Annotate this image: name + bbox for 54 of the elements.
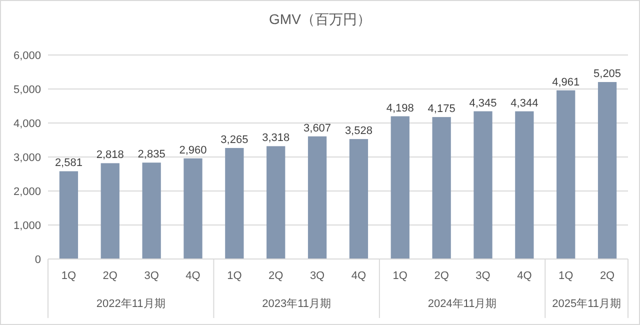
data-label: 4,345 — [469, 97, 497, 110]
text: 2023年11月期 — [262, 298, 332, 310]
text: 2024年11月期 — [428, 298, 497, 310]
data-label: 4,175 — [428, 103, 456, 116]
bar — [432, 117, 451, 259]
x-tick-label: 1Q — [61, 270, 76, 282]
data-label: 2,818 — [96, 149, 124, 162]
bar — [474, 111, 492, 259]
x-tick-label: 2Q — [102, 270, 118, 282]
data-label: 3,318 — [262, 132, 290, 144]
bar — [59, 171, 78, 259]
x-tick-label: 2Q — [434, 270, 450, 282]
x-tick-label: 4Q — [517, 270, 532, 282]
x-tick-label: 2Q — [268, 270, 284, 282]
y-tick-label: 2,000 — [13, 186, 41, 198]
data-label: 3,607 — [304, 122, 332, 134]
bar — [308, 136, 327, 259]
x-tick-label: 3Q — [476, 270, 491, 282]
bar — [390, 116, 410, 259]
data-label: 4,961 — [552, 76, 580, 88]
y-tick-label: 3,000 — [13, 152, 41, 164]
x-tick-label: 2Q — [600, 270, 616, 282]
data-label: 5,205 — [594, 68, 622, 80]
bar — [598, 82, 617, 259]
bar — [349, 139, 368, 259]
x-tick-label: 1Q — [227, 270, 242, 282]
bar — [100, 163, 120, 259]
y-tick-label: 0 — [34, 254, 41, 266]
text: 2022年11月期 — [96, 298, 166, 310]
bar — [266, 146, 286, 259]
bar — [225, 148, 244, 259]
data-label: 2,835 — [138, 148, 166, 161]
y-tick-label: 5,000 — [13, 84, 41, 96]
bar — [515, 111, 534, 259]
chart-title: GMV（百万円） — [269, 11, 371, 27]
x-tick-label: 1Q — [392, 270, 408, 282]
data-label: 2,960 — [179, 144, 207, 156]
bar — [184, 158, 202, 259]
data-label: 2,581 — [54, 157, 82, 170]
y-tick-label: 4,000 — [13, 118, 41, 130]
x-tick-label: 3Q — [144, 270, 160, 282]
text: 2025年11月期 — [552, 298, 622, 310]
data-label: 4,344 — [510, 97, 538, 110]
x-tick-label: 1Q — [558, 270, 574, 282]
bar — [142, 162, 161, 259]
bar — [556, 90, 576, 259]
x-tick-label: 4Q — [351, 270, 366, 282]
x-tick-label: 3Q — [310, 270, 326, 282]
data-label: 3,265 — [220, 134, 248, 146]
data-label: 4,198 — [386, 102, 414, 114]
y-tick-label: 1,000 — [13, 220, 41, 232]
data-label: 3,528 — [344, 125, 372, 138]
y-tick-label: 6,000 — [13, 50, 41, 62]
x-tick-label: 4Q — [186, 270, 201, 282]
